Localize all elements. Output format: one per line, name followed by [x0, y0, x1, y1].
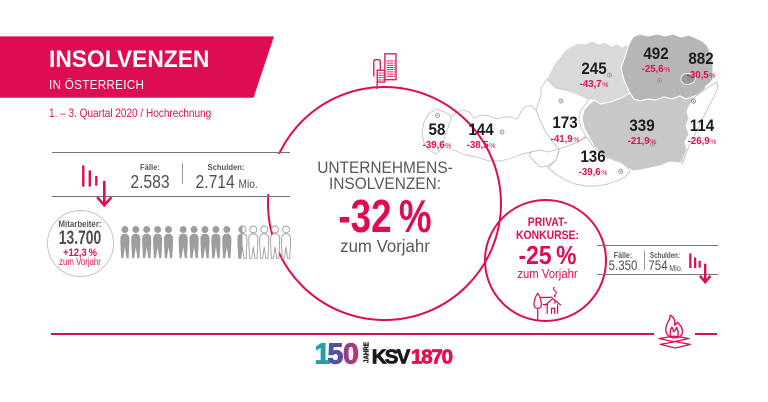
svg-text:5: 5	[328, 339, 344, 371]
svg-text:KSV: KSV	[372, 346, 411, 369]
svg-text:JAHRE: JAHRE	[363, 342, 370, 363]
svg-text:1870: 1870	[411, 346, 453, 369]
svg-text:0: 0	[343, 339, 359, 371]
svg-text:1: 1	[315, 339, 331, 371]
